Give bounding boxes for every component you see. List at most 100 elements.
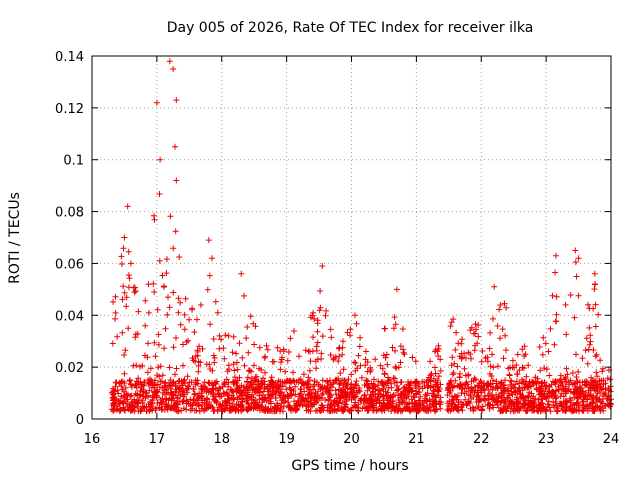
data-point bbox=[205, 237, 212, 244]
data-point bbox=[593, 394, 600, 401]
data-point bbox=[588, 392, 594, 399]
data-point bbox=[160, 389, 166, 396]
data-point bbox=[587, 338, 594, 345]
data-point bbox=[351, 391, 358, 398]
data-point bbox=[259, 380, 265, 387]
data-point bbox=[532, 395, 539, 402]
data-point bbox=[397, 359, 404, 366]
data-point bbox=[586, 324, 593, 331]
data-point bbox=[252, 386, 259, 393]
data-point bbox=[495, 404, 502, 411]
data-point bbox=[562, 398, 569, 405]
data-point bbox=[134, 330, 141, 337]
data-point bbox=[462, 372, 469, 379]
data-point bbox=[515, 404, 522, 411]
data-point bbox=[545, 388, 552, 395]
data-point bbox=[430, 403, 437, 410]
data-point bbox=[506, 392, 513, 399]
data-point bbox=[241, 362, 248, 369]
data-point bbox=[576, 404, 583, 411]
data-point bbox=[167, 213, 174, 220]
y-tick-label: 0 bbox=[76, 413, 84, 428]
data-point bbox=[154, 400, 161, 406]
data-point bbox=[164, 405, 171, 412]
data-point bbox=[497, 302, 504, 308]
data-point bbox=[487, 370, 493, 377]
data-point bbox=[490, 315, 496, 322]
data-point bbox=[161, 387, 168, 394]
data-point bbox=[314, 317, 321, 324]
data-point bbox=[239, 396, 246, 403]
data-point bbox=[179, 388, 186, 395]
data-point bbox=[156, 257, 163, 264]
data-point bbox=[274, 344, 281, 351]
data-point bbox=[155, 364, 162, 371]
data-point bbox=[127, 377, 133, 383]
y-tick-label: 0.08 bbox=[55, 206, 84, 221]
data-point bbox=[458, 390, 465, 396]
data-point bbox=[154, 306, 161, 313]
data-point bbox=[284, 391, 291, 398]
data-point bbox=[452, 393, 459, 400]
data-point bbox=[120, 283, 127, 290]
data-point bbox=[204, 395, 211, 402]
data-point bbox=[574, 399, 581, 406]
data-point bbox=[597, 398, 604, 405]
data-point bbox=[504, 395, 511, 402]
data-point bbox=[240, 392, 247, 399]
data-point bbox=[118, 261, 125, 267]
data-point bbox=[288, 390, 294, 397]
x-tick-label: 19 bbox=[278, 432, 295, 447]
data-point bbox=[372, 356, 379, 363]
data-point bbox=[335, 345, 342, 352]
data-point bbox=[319, 263, 326, 269]
data-point bbox=[598, 377, 605, 384]
data-point bbox=[244, 324, 251, 330]
data-point bbox=[575, 292, 582, 299]
data-point bbox=[285, 349, 292, 355]
data-point bbox=[503, 304, 510, 311]
data-point bbox=[591, 270, 598, 277]
data-point bbox=[522, 400, 529, 407]
data-point bbox=[195, 401, 202, 408]
data-point bbox=[245, 349, 252, 356]
data-point bbox=[375, 394, 382, 401]
data-point bbox=[478, 358, 485, 365]
data-point bbox=[264, 391, 271, 398]
data-point bbox=[367, 364, 374, 371]
data-point bbox=[322, 385, 329, 392]
data-point bbox=[157, 363, 164, 370]
data-point bbox=[362, 362, 369, 369]
data-point bbox=[399, 326, 406, 332]
data-point bbox=[594, 381, 601, 388]
data-point bbox=[173, 177, 180, 184]
data-point bbox=[431, 364, 438, 371]
data-point bbox=[216, 404, 223, 411]
data-point bbox=[572, 247, 579, 254]
data-point bbox=[544, 401, 551, 408]
data-point bbox=[151, 216, 158, 223]
data-point bbox=[175, 309, 182, 316]
data-point bbox=[206, 272, 213, 279]
data-point bbox=[131, 402, 138, 409]
data-point bbox=[233, 401, 240, 408]
data-point bbox=[220, 405, 226, 412]
data-point bbox=[272, 394, 279, 401]
data-point bbox=[507, 377, 514, 384]
data-point bbox=[484, 358, 491, 365]
data-point bbox=[306, 367, 313, 374]
data-point bbox=[333, 391, 340, 398]
data-point bbox=[557, 376, 564, 383]
data-point bbox=[184, 373, 191, 380]
data-point bbox=[172, 228, 179, 235]
data-point bbox=[406, 400, 413, 407]
data-point bbox=[337, 370, 344, 377]
data-point bbox=[132, 288, 139, 294]
data-point bbox=[137, 363, 143, 370]
data-point bbox=[292, 391, 299, 398]
data-point bbox=[248, 394, 254, 401]
data-point bbox=[496, 306, 503, 313]
data-point bbox=[130, 362, 137, 369]
data-point bbox=[327, 326, 334, 333]
data-point bbox=[447, 379, 454, 386]
